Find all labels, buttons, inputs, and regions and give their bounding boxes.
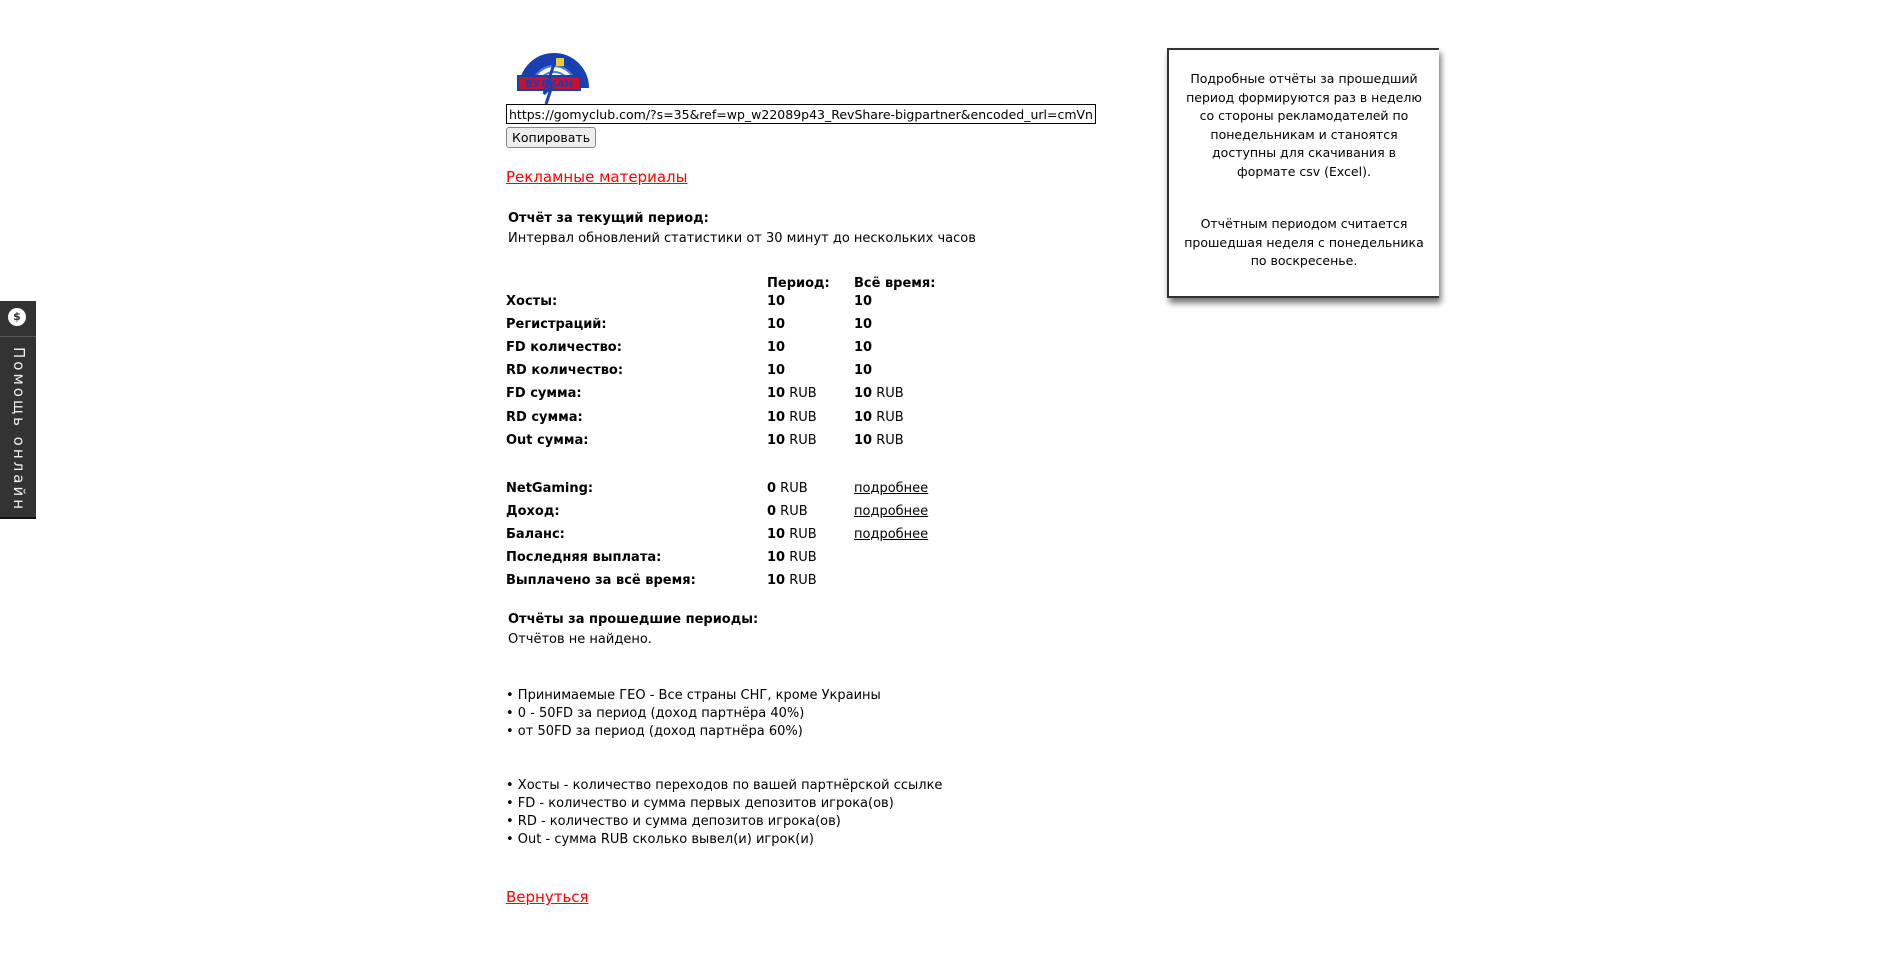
value: 10	[854, 340, 873, 355]
terms-item: • Принимаемые ГЕО - Все страны СНГ, кром…	[506, 688, 881, 703]
details-link[interactable]: подробнее	[854, 527, 929, 542]
value: 10	[767, 294, 786, 309]
copy-button[interactable]: Копировать	[506, 127, 597, 148]
value: 10	[767, 410, 786, 425]
value: 10	[854, 386, 873, 401]
stat-all-time-value: 10	[854, 294, 872, 309]
glossary-item: • Хосты - количество переходов по вашей …	[506, 778, 943, 793]
promo-materials-link[interactable]: Рекламные материалы	[506, 168, 688, 186]
current-report-title: Отчёт за текущий период:	[508, 211, 709, 226]
value: 10	[854, 294, 873, 309]
value: 10	[854, 410, 873, 425]
stat-period-value: 10	[767, 363, 785, 378]
column-all-time-header: Всё время:	[854, 276, 936, 291]
stat-period-value: 10 RUB	[767, 410, 817, 425]
unit: RUB	[872, 386, 904, 401]
stat-label: FD количество:	[506, 340, 622, 355]
stat-all-time-value: 10 RUB	[854, 386, 904, 401]
value: 10	[767, 363, 786, 378]
chat-dollar-icon: $	[8, 308, 26, 326]
stat-label: Регистраций:	[506, 317, 607, 332]
finance-label: Последняя выплата:	[506, 550, 662, 565]
stat-all-time-value: 10	[854, 363, 872, 378]
terms-item: • от 50FD за период (доход партнёра 60%)	[506, 724, 803, 739]
stat-label: Out сумма:	[506, 433, 589, 448]
finance-label: Баланс:	[506, 527, 565, 542]
unit: RUB	[785, 410, 817, 425]
unit: RUB	[785, 433, 817, 448]
finance-value: 0 RUB	[767, 504, 808, 519]
info-paragraph: Отчётным периодом считается прошедшая не…	[1184, 216, 1424, 268]
stat-label: FD сумма:	[506, 386, 582, 401]
column-period-header: Период:	[767, 276, 830, 291]
stat-period-value: 10 RUB	[767, 433, 817, 448]
details-link[interactable]: подробнее	[854, 481, 929, 496]
value: 10	[767, 550, 786, 565]
stat-all-time-value: 10	[854, 317, 872, 332]
info-paragraph: Подробные отчёты за прошедший период фор…	[1186, 71, 1422, 179]
svg-text:ВУЛКАН: ВУЛКАН	[525, 79, 573, 90]
help-online-label: Помощь онлайн	[10, 347, 28, 513]
value: 10	[854, 433, 873, 448]
stat-period-value: 10	[767, 317, 785, 332]
finance-value: 0 RUB	[767, 481, 808, 496]
stat-period-value: 10	[767, 294, 785, 309]
reports-info-box: Подробные отчёты за прошедший период фор…	[1167, 48, 1439, 298]
update-interval-text: Интервал обновлений статистики от 30 мин…	[508, 231, 976, 246]
vulkan-logo: ВУЛКАН	[517, 53, 589, 104]
finance-label: Доход:	[506, 504, 560, 519]
stat-label: RD сумма:	[506, 410, 583, 425]
stat-period-value: 10	[767, 340, 785, 355]
value: 10	[767, 573, 786, 588]
value: 10	[854, 363, 873, 378]
finance-label: Выплачено за всё время:	[506, 573, 696, 588]
stat-label: RD количество:	[506, 363, 624, 378]
glossary-item: • RD - количество и сумма депозитов игро…	[506, 814, 841, 829]
glossary-item: • FD - количество и сумма первых депозит…	[506, 796, 894, 811]
glossary-item: • Out - сумма RUB сколько вывел(и) игрок…	[506, 832, 814, 847]
unit: RUB	[785, 573, 817, 588]
stat-all-time-value: 10 RUB	[854, 433, 904, 448]
unit: RUB	[872, 433, 904, 448]
value: 10	[767, 527, 786, 542]
unit: RUB	[776, 481, 808, 496]
unit: RUB	[776, 504, 808, 519]
finance-value: 10 RUB	[767, 573, 817, 588]
no-reports-text: Отчётов не найдено.	[508, 632, 652, 647]
value: 10	[767, 317, 786, 332]
unit: RUB	[872, 410, 904, 425]
terms-item: • 0 - 50FD за период (доход партнёра 40%…	[506, 706, 805, 721]
unit: RUB	[785, 550, 817, 565]
stat-period-value: 10 RUB	[767, 386, 817, 401]
stat-all-time-value: 10	[854, 340, 872, 355]
value: 10	[767, 340, 786, 355]
details-link[interactable]: подробнее	[854, 504, 929, 519]
unit: RUB	[785, 527, 817, 542]
unit: RUB	[785, 386, 817, 401]
back-link[interactable]: Вернуться	[506, 888, 589, 906]
value: 10	[854, 317, 873, 332]
value: 10	[767, 386, 786, 401]
past-reports-title: Отчёты за прошедшие периоды:	[508, 612, 759, 627]
help-online-tab[interactable]: $ Помощь онлайн	[0, 301, 36, 519]
referral-link-input[interactable]	[506, 104, 1096, 124]
value: 10	[767, 433, 786, 448]
stat-all-time-value: 10 RUB	[854, 410, 904, 425]
stat-label: Хосты:	[506, 294, 558, 309]
value: 0	[767, 481, 777, 496]
divider	[0, 336, 36, 337]
finance-value: 10 RUB	[767, 527, 817, 542]
finance-value: 10 RUB	[767, 550, 817, 565]
value: 0	[767, 504, 777, 519]
finance-label: NetGaming:	[506, 481, 594, 496]
